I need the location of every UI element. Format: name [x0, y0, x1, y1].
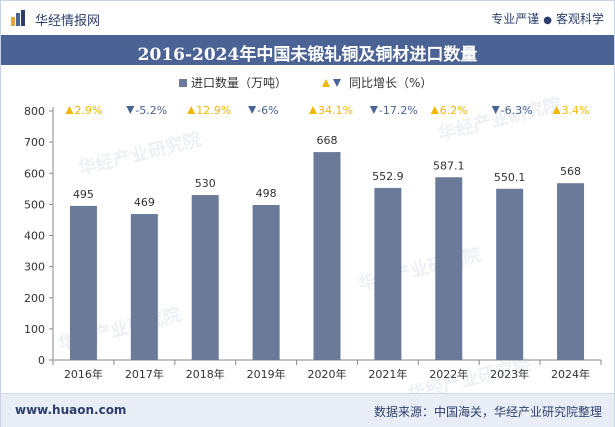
- chart-title: 2016-2024年中国未锻轧铜及铜材进口数量: [137, 45, 478, 65]
- y-tick-label: 600: [24, 167, 45, 180]
- growth-label: 6.2%: [440, 104, 468, 117]
- bar: [496, 188, 524, 360]
- watermark-text: 华经产业研究院: [436, 93, 564, 145]
- bar: [374, 187, 402, 360]
- growth-labels: 2.9% -5.2% 12.9% -6% 34.1% -17.2% 6.2% -6.3% 3.4…: [65, 104, 590, 117]
- growth-label: -5.2%: [135, 104, 167, 117]
- growth-up-triangle-icon: [187, 106, 196, 114]
- growth-up-triangle-icon: [430, 106, 439, 114]
- growth-down-triangle-icon: [248, 106, 257, 114]
- growth-down-triangle-icon: [369, 106, 378, 114]
- x-category-label: 2018年: [186, 367, 225, 381]
- y-tick-label: 500: [24, 198, 45, 211]
- growth-up-triangle-icon: [309, 106, 317, 114]
- growth-label: 12.9%: [196, 104, 231, 117]
- bar-value-label: 668: [317, 134, 338, 147]
- bar: [130, 214, 158, 360]
- y-tick-label: 400: [24, 230, 45, 243]
- bullet-dot-icon: ●: [543, 15, 552, 26]
- bar: [313, 152, 341, 360]
- growth-label: 2.9%: [74, 104, 102, 117]
- tagline: 专业严谨 ● 客观科学: [491, 10, 604, 27]
- bar-value-label: 568: [560, 165, 581, 178]
- tagline-part-1: 专业严谨: [491, 12, 540, 26]
- bar: [69, 205, 97, 360]
- growth-up-triangle-icon: [65, 106, 74, 114]
- legend-down-triangle-icon: [333, 79, 341, 87]
- legend-up-triangle-icon: [322, 79, 330, 87]
- bars: 495 2016年 469 2017年 530 2018年 498 2019年 668 2020年…: [64, 134, 590, 381]
- huajing-logo-icon: [11, 10, 25, 26]
- x-category-label: 2024年: [551, 367, 590, 381]
- bar-value-label: 550.1: [494, 171, 526, 184]
- footer: www.huaon.com 数据来源：中国海关，华经产业研究院整理: [1, 393, 614, 427]
- x-category-label: 2017年: [125, 367, 164, 381]
- footer-source: 数据来源：中国海关，华经产业研究院整理: [373, 405, 602, 419]
- y-tick-label: 0: [38, 354, 45, 367]
- x-category-label: 2016年: [64, 367, 103, 381]
- bar-value-label: 587.1: [433, 159, 465, 172]
- legend: 进口数量（万吨） 同比增长（%）: [179, 75, 432, 90]
- legend-label-growth: 同比增长（%）: [349, 76, 432, 90]
- tagline-part-2: 客观科学: [555, 12, 604, 26]
- y-tick-label: 100: [24, 323, 45, 336]
- bar-value-label: 530: [195, 177, 216, 190]
- y-tick-label: 700: [24, 136, 45, 149]
- y-tick-label: 800: [24, 105, 45, 118]
- growth-label: -17.2%: [379, 104, 418, 117]
- x-category-label: 2023年: [490, 367, 529, 381]
- legend-label-volume: 进口数量（万吨）: [191, 75, 287, 90]
- bar: [435, 177, 463, 360]
- bar: [191, 195, 219, 360]
- y-tick-label: 200: [24, 292, 45, 305]
- brand-name: 华经情报网: [35, 14, 101, 29]
- bar: [557, 183, 585, 360]
- growth-label: -6.3%: [501, 104, 533, 117]
- legend-bar-swatch: [179, 79, 187, 87]
- x-category-label: 2021年: [368, 367, 407, 381]
- title-bar: 2016-2024年中国未锻轧铜及铜材进口数量: [1, 35, 614, 65]
- growth-down-triangle-icon: [491, 106, 500, 114]
- bar-value-label: 495: [73, 188, 94, 201]
- growth-label: 3.4%: [562, 104, 590, 117]
- growth-label: 34.1%: [318, 104, 353, 117]
- footer-url: www.huaon.com: [15, 403, 127, 417]
- x-category-label: 2019年: [247, 367, 286, 381]
- growth-down-triangle-icon: [126, 106, 135, 114]
- x-category-label: 2022年: [429, 367, 468, 381]
- top-bar: 华经情报网 专业严谨 ● 客观科学: [1, 1, 614, 35]
- bar: [252, 204, 280, 360]
- x-category-label: 2020年: [308, 367, 347, 381]
- bar-value-label: 469: [134, 196, 155, 209]
- bar-value-label: 498: [256, 187, 277, 200]
- y-tick-label: 300: [24, 261, 45, 274]
- bar-value-label: 552.9: [372, 170, 404, 183]
- growth-up-triangle-icon: [552, 106, 561, 114]
- watermark-text: 华经产业研究院: [76, 128, 204, 180]
- growth-label: -6%: [257, 104, 278, 117]
